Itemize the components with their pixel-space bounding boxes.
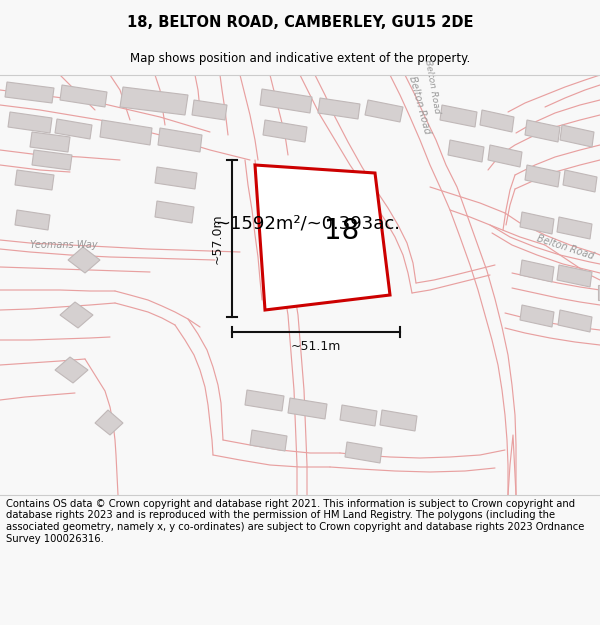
Polygon shape <box>558 310 592 332</box>
Polygon shape <box>250 430 287 451</box>
Polygon shape <box>598 285 600 300</box>
Polygon shape <box>380 410 417 431</box>
Polygon shape <box>15 170 54 190</box>
Text: 18, BELTON ROAD, CAMBERLEY, GU15 2DE: 18, BELTON ROAD, CAMBERLEY, GU15 2DE <box>127 15 473 30</box>
Text: ~57.0m: ~57.0m <box>211 213 224 264</box>
Text: ~1592m²/~0.393ac.: ~1592m²/~0.393ac. <box>215 214 400 232</box>
Polygon shape <box>440 105 477 127</box>
Text: ~51.1m: ~51.1m <box>291 340 341 353</box>
Polygon shape <box>245 390 284 411</box>
Polygon shape <box>255 165 390 310</box>
Polygon shape <box>365 100 403 122</box>
Polygon shape <box>318 98 360 119</box>
Polygon shape <box>68 247 100 273</box>
Polygon shape <box>345 442 382 463</box>
Text: Map shows position and indicative extent of the property.: Map shows position and indicative extent… <box>130 52 470 65</box>
Text: Belton Road: Belton Road <box>407 75 433 135</box>
Polygon shape <box>520 305 554 327</box>
Polygon shape <box>5 82 54 103</box>
Polygon shape <box>560 125 594 147</box>
Polygon shape <box>192 100 227 120</box>
Polygon shape <box>525 120 560 142</box>
Polygon shape <box>448 140 484 162</box>
Polygon shape <box>55 119 92 139</box>
Polygon shape <box>263 120 307 142</box>
Polygon shape <box>55 357 88 383</box>
Polygon shape <box>60 302 93 328</box>
Polygon shape <box>60 85 107 107</box>
Text: Contains OS data © Crown copyright and database right 2021. This information is : Contains OS data © Crown copyright and d… <box>6 499 584 544</box>
Polygon shape <box>488 145 522 167</box>
Polygon shape <box>158 128 202 152</box>
Text: Belton Road: Belton Road <box>535 233 595 261</box>
Polygon shape <box>340 405 377 426</box>
Polygon shape <box>520 212 554 234</box>
Polygon shape <box>480 110 514 132</box>
Polygon shape <box>15 210 50 230</box>
Polygon shape <box>95 410 123 435</box>
Text: 18: 18 <box>323 217 359 245</box>
Polygon shape <box>100 120 152 145</box>
Polygon shape <box>155 201 194 223</box>
Polygon shape <box>8 112 52 133</box>
Polygon shape <box>260 89 312 113</box>
Polygon shape <box>563 170 597 192</box>
Polygon shape <box>288 398 327 419</box>
Polygon shape <box>120 87 188 115</box>
Polygon shape <box>557 217 592 239</box>
Polygon shape <box>557 265 592 287</box>
Polygon shape <box>155 167 197 189</box>
Text: Yeomans Way: Yeomans Way <box>30 240 98 250</box>
Text: Belton Road: Belton Road <box>423 59 441 115</box>
Polygon shape <box>30 132 70 152</box>
Polygon shape <box>520 260 554 282</box>
Polygon shape <box>525 165 560 187</box>
Polygon shape <box>32 150 72 170</box>
